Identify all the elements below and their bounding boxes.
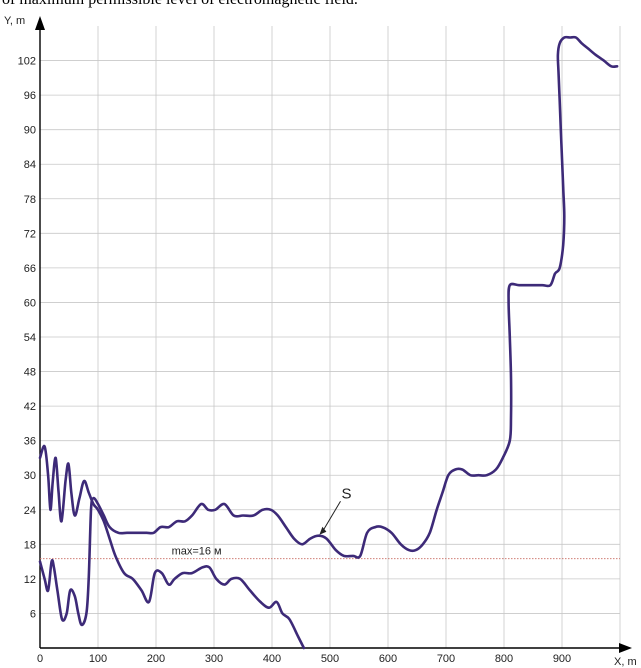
x-tick-label: 400 bbox=[263, 653, 281, 665]
y-tick-label: 30 bbox=[24, 470, 36, 482]
x-axis-arrow bbox=[619, 643, 632, 653]
x-tick-label: 200 bbox=[147, 653, 165, 665]
annotations: S bbox=[319, 485, 352, 535]
x-tick-label: 500 bbox=[321, 653, 339, 665]
y-tick-label: 12 bbox=[24, 574, 36, 586]
threshold-label: max=16 м bbox=[172, 546, 222, 558]
grid-lines bbox=[40, 26, 621, 648]
tick-labels: 0 100 200 300 400 500 600 700 800 900 6 12 18 24 30 36 4… bbox=[18, 56, 572, 665]
x-tick-label: 300 bbox=[205, 653, 223, 665]
x-tick-label: 100 bbox=[89, 653, 107, 665]
y-tick-label: 60 bbox=[24, 297, 36, 309]
y-axis-arrow bbox=[35, 16, 45, 30]
x-tick-label: 600 bbox=[379, 653, 397, 665]
x-tick-label: 700 bbox=[437, 653, 455, 665]
y-tick-label: 24 bbox=[24, 505, 36, 517]
y-tick-label: 48 bbox=[24, 367, 36, 379]
annotation-label: S bbox=[341, 485, 351, 502]
y-axis-title: Y, m bbox=[4, 15, 25, 27]
y-tick-label: 18 bbox=[24, 539, 36, 551]
annotation-arrowhead bbox=[319, 526, 327, 535]
series-line-2 bbox=[38, 35, 619, 627]
threshold: max=16 м bbox=[40, 546, 620, 560]
y-tick-label: 102 bbox=[18, 56, 36, 68]
x-tick-label: 0 bbox=[37, 653, 43, 665]
x-axis-title: X, m bbox=[614, 656, 637, 668]
y-tick-label: 90 bbox=[24, 125, 36, 137]
series-curves bbox=[38, 35, 619, 650]
y-tick-label: 54 bbox=[24, 332, 36, 344]
y-tick-label: 72 bbox=[24, 228, 36, 240]
y-tick-label: 36 bbox=[24, 436, 36, 448]
x-tick-label: 800 bbox=[495, 653, 513, 665]
y-tick-label: 6 bbox=[30, 608, 36, 620]
y-tick-label: 42 bbox=[24, 401, 36, 413]
annotation-arrow-line bbox=[321, 501, 341, 532]
y-tick-label: 66 bbox=[24, 263, 36, 275]
y-tick-label: 96 bbox=[24, 90, 36, 102]
y-tick-label: 78 bbox=[24, 194, 36, 206]
axes bbox=[35, 16, 632, 653]
series-line-1 bbox=[38, 444, 306, 650]
top-caption: of maximum permissible level of electrom… bbox=[2, 0, 358, 9]
x-tick-label: 900 bbox=[553, 653, 571, 665]
y-tick-label: 84 bbox=[24, 159, 36, 171]
